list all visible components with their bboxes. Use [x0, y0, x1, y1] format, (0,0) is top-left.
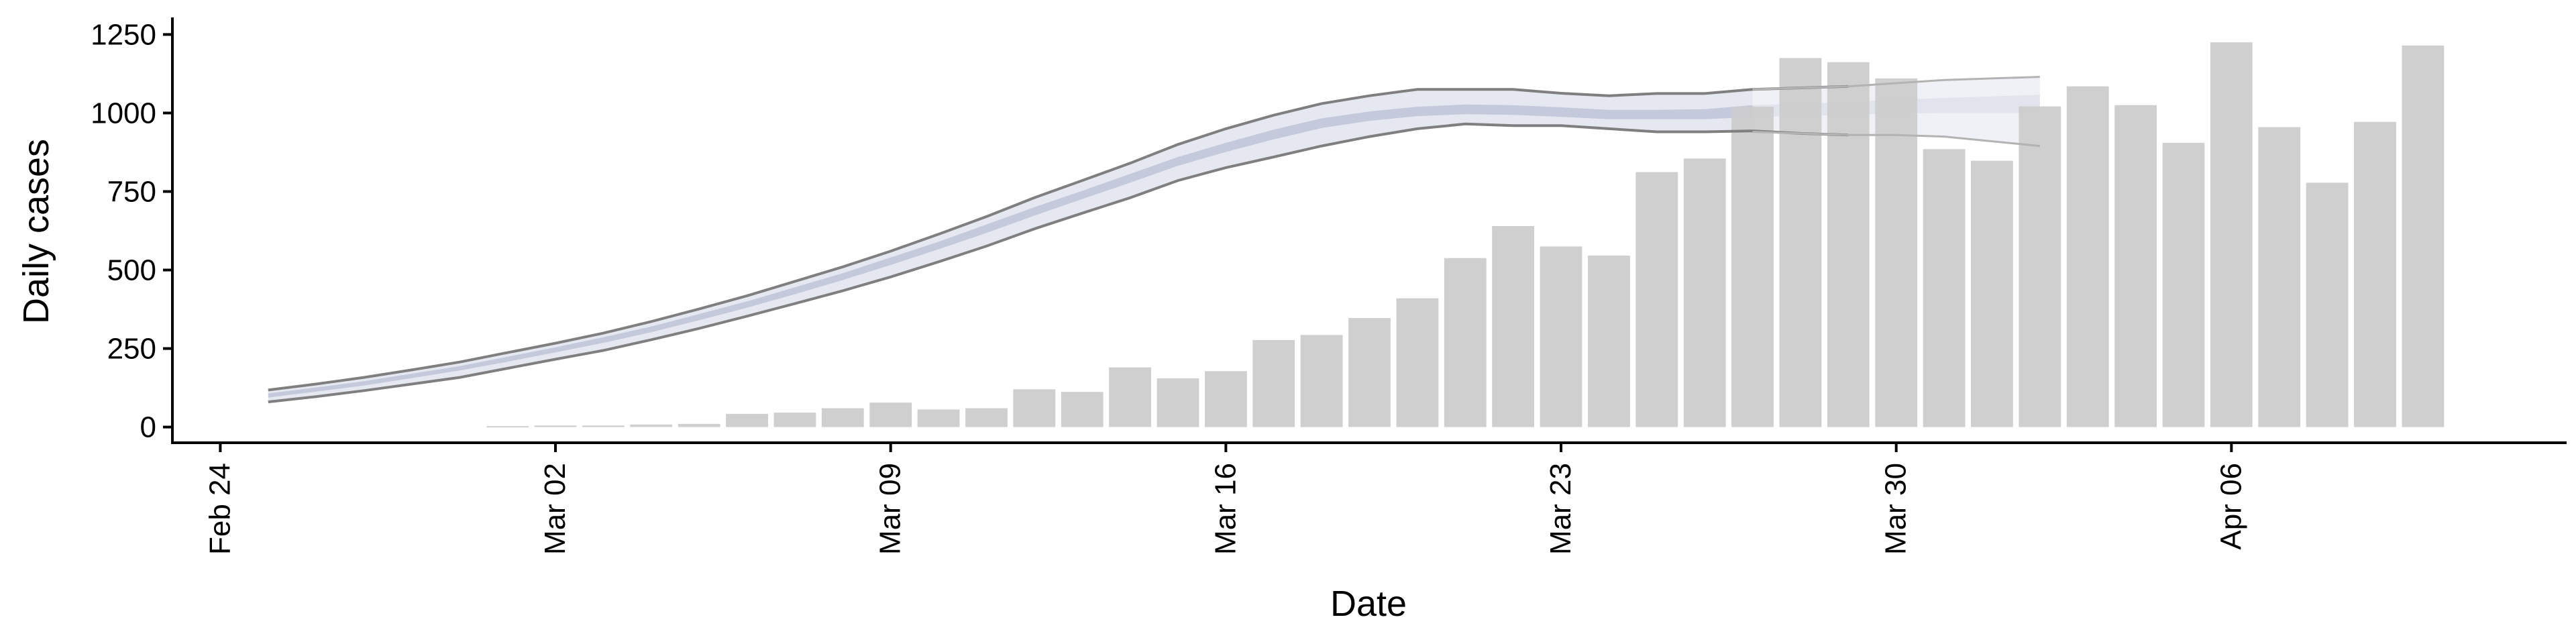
estimate-upper-line: [268, 85, 1849, 392]
estimate-bands: [268, 76, 2040, 402]
x-tick-label: Mar 02: [539, 463, 572, 555]
daily-case-bar: [1013, 389, 1056, 427]
daily-case-bar: [726, 413, 768, 427]
daily-case-bar: [869, 402, 912, 427]
y-tick-label: 1000: [91, 97, 156, 129]
estimate-inner-band: [268, 102, 1849, 398]
daily-case-bar: [821, 408, 864, 427]
x-tick-label: Mar 09: [874, 463, 907, 555]
daily-case-bar: [1588, 256, 1630, 427]
y-axis-label: Daily cases: [16, 139, 56, 324]
y-tick-label: 250: [107, 333, 156, 366]
daily-case-bars: [486, 42, 2445, 428]
daily-case-bar: [1683, 158, 1726, 427]
daily-case-bar: [1875, 78, 1918, 427]
x-tick-label: Mar 30: [1880, 463, 1913, 555]
x-tick-label: Mar 16: [1209, 463, 1242, 555]
daily-case-bar: [965, 408, 1008, 427]
daily-case-bar: [917, 409, 960, 427]
y-tick-label: 1250: [91, 18, 156, 51]
estimate-bound-lines: [268, 76, 2040, 404]
daily-case-bar: [582, 425, 625, 427]
forecast-upper-line: [1752, 76, 2040, 91]
x-tick-label: Mar 23: [1544, 463, 1577, 555]
daily-case-bar: [2258, 127, 2301, 427]
daily-case-bar: [1252, 339, 1295, 427]
daily-case-bar: [2210, 42, 2253, 427]
x-axis-label: Date: [1330, 584, 1407, 624]
daily-case-bar: [1492, 226, 1534, 427]
daily-case-bar: [678, 423, 720, 427]
daily-case-bar: [2306, 182, 2349, 427]
daily-case-bar: [2019, 106, 2061, 427]
daily-case-bar: [1109, 367, 1151, 427]
daily-case-bar: [1923, 149, 1966, 427]
y-tick-label: 0: [140, 411, 156, 444]
x-tick-label: Apr 06: [2214, 463, 2247, 550]
forecast-lower-line: [1752, 131, 2040, 148]
daily-case-bar: [1348, 318, 1391, 427]
daily-case-bar: [2162, 142, 2205, 427]
y-tick-label: 500: [107, 254, 156, 287]
daily-case-bar: [2066, 86, 2109, 427]
daily-case-bar: [630, 424, 673, 427]
daily-case-bar: [1205, 371, 1247, 427]
daily-case-bar: [2354, 121, 2396, 427]
estimate-lower-line: [268, 122, 1849, 404]
daily-case-bar: [486, 426, 529, 428]
daily-case-bar: [1540, 246, 1582, 427]
daily-case-bar: [534, 425, 577, 427]
daily-case-bar: [1396, 298, 1439, 427]
daily-case-bar: [1779, 58, 1822, 427]
daily-case-bar: [2114, 105, 2157, 427]
axes: 0 250 500 750 1000 1250 Feb 24 Mar 02 Mar 09 Mar …: [91, 17, 2567, 555]
x-tick-label: Feb 24: [203, 463, 236, 555]
daily-case-bar: [1731, 107, 1774, 427]
daily-case-bar: [1444, 258, 1487, 427]
estimate-outer-band: [268, 86, 1849, 402]
daily-case-bar: [1971, 160, 2013, 427]
daily-case-bar: [1061, 392, 1104, 427]
daily-case-bar: [773, 413, 816, 427]
daily-case-bar: [1827, 62, 1870, 427]
daily-case-bar: [1635, 172, 1678, 427]
y-tick-label: 750: [107, 175, 156, 208]
daily-case-bar: [2402, 45, 2445, 427]
daily-case-bar: [1157, 378, 1199, 427]
daily-case-bar: [1300, 335, 1343, 427]
